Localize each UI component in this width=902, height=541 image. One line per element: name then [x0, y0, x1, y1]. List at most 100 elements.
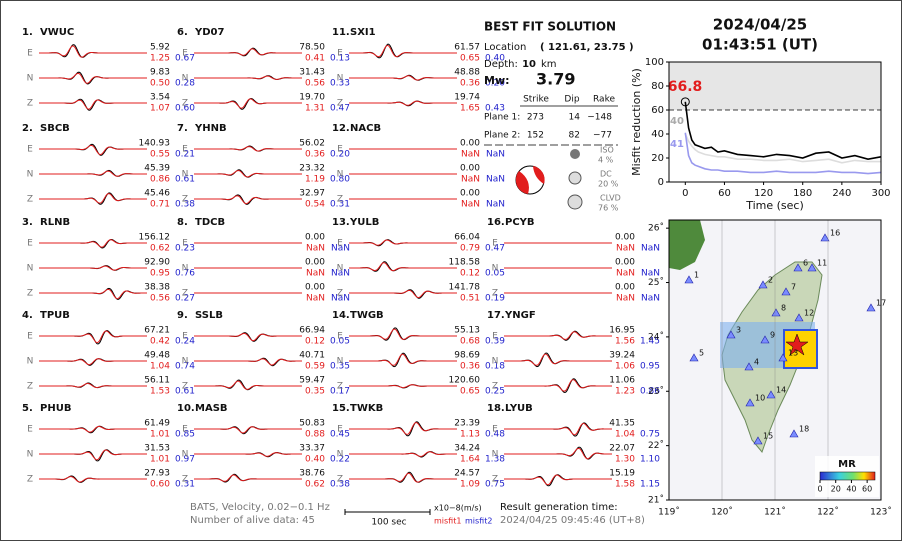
misfit2: 0.61	[175, 387, 195, 397]
plane-label: Plane 2:	[484, 131, 520, 141]
synthetic-waveform	[194, 48, 302, 56]
misfit2: 0.45	[330, 430, 350, 440]
misfit1: 1.19	[305, 175, 325, 185]
component: E	[492, 425, 498, 435]
misfit1: 0.42	[150, 337, 170, 347]
amplitude: 40.71	[299, 351, 325, 361]
station-name: SXI1	[350, 27, 376, 38]
misfit-line	[684, 101, 882, 161]
synthetic-waveform	[349, 289, 457, 298]
station-name: LYUB	[505, 403, 533, 414]
misfit2: 0.67	[175, 54, 195, 64]
iso-icon	[570, 149, 580, 159]
amplitude: 98.69	[454, 351, 480, 361]
amplitude: 67.21	[144, 326, 170, 336]
misfit2: NaN	[486, 200, 505, 210]
location-label: Location	[484, 42, 526, 53]
station-name: NACB	[350, 123, 381, 134]
station-triangle	[789, 429, 799, 438]
synthetic-waveform	[194, 170, 302, 178]
misfit1: 0.88	[305, 430, 325, 440]
component: E	[27, 425, 33, 435]
component: E	[492, 239, 498, 249]
alive-count: Number of alive data: 45	[190, 515, 315, 526]
synthetic-waveform	[39, 358, 147, 366]
amplitude: 23.39	[454, 419, 480, 429]
component: E	[182, 145, 188, 155]
colorbar-title: MR	[838, 459, 856, 470]
misfit1: 0.62	[305, 480, 325, 490]
mt-component: DC	[600, 170, 612, 179]
misfit2: NaN	[641, 294, 660, 304]
misfit2: 0.60	[175, 104, 195, 114]
misfit1: 1.64	[460, 455, 480, 465]
misfit1: 0.35	[305, 387, 325, 397]
amplitude: 141.78	[449, 283, 481, 293]
misfit2: 0.35	[330, 362, 350, 372]
date: 2024/04/25	[713, 16, 807, 34]
component: E	[27, 239, 33, 249]
misfit1: 0.50	[150, 79, 170, 89]
amplitude: 55.13	[454, 326, 480, 336]
station-number: 9.	[177, 310, 188, 321]
station-number: 2.	[22, 123, 33, 134]
component: N	[182, 170, 189, 180]
misfit2: 0.75	[485, 480, 505, 490]
amplitude: 38.38	[144, 283, 170, 293]
plane-value: 82	[569, 131, 580, 141]
station-label: 4	[754, 358, 759, 367]
station-number: 13.	[332, 217, 350, 228]
misfit2: 0.74	[175, 362, 195, 372]
amplitude: 32.97	[299, 189, 325, 199]
component: N	[492, 450, 499, 460]
misfit2: NaN	[486, 175, 505, 185]
misfit2: 0.85	[175, 430, 195, 440]
amplitude: 22.07	[609, 444, 635, 454]
mainland	[669, 220, 705, 270]
plot-frame	[668, 61, 882, 183]
misfit2: 0.20	[485, 79, 505, 89]
amplitude: 3.54	[150, 93, 170, 103]
misfit2: 0.43	[485, 104, 505, 114]
component: N	[182, 357, 189, 367]
synthetic-waveform	[194, 426, 302, 434]
synthetic-waveform	[194, 474, 302, 482]
units: x10−8(m/s)	[434, 504, 482, 513]
component: Z	[182, 475, 188, 485]
amplitude: 0.00	[615, 233, 635, 243]
station-name: SBCB	[40, 123, 70, 134]
misfit1: 0.65	[460, 54, 480, 64]
station-name: VWUC	[40, 27, 74, 38]
misfit2: NaN	[641, 269, 660, 279]
station-name: SSLB	[195, 310, 223, 321]
station-label: 2	[768, 276, 773, 285]
misfit2: 0.17	[330, 387, 350, 397]
synthetic-waveform	[39, 239, 147, 248]
misfit1: NaN	[306, 269, 325, 279]
synthetic-waveform	[39, 288, 147, 300]
synthetic-waveform	[504, 423, 612, 436]
misfit-line	[684, 133, 881, 164]
station-triangle	[753, 436, 763, 445]
plane-label: Plane 1:	[484, 113, 520, 123]
annotation: 40	[670, 116, 684, 127]
synthetic-waveform	[194, 195, 302, 205]
component: N	[182, 450, 189, 460]
misfit1: 0.40	[305, 455, 325, 465]
synthetic-waveform	[349, 384, 457, 389]
synthetic-waveform	[39, 330, 147, 344]
colorbar-label: 0	[817, 485, 822, 494]
misfit2: 0.75	[640, 430, 660, 440]
lat-label: 25˚	[648, 277, 664, 288]
station-triangle	[807, 263, 817, 272]
synthetic-waveform	[349, 45, 457, 58]
time: 01:43:51 (UT)	[702, 36, 818, 54]
component: Z	[182, 99, 188, 109]
annotation: 66.8	[668, 79, 703, 95]
misfit1: 1.01	[150, 455, 170, 465]
misfit1: 0.95	[150, 269, 170, 279]
synthetic-waveform	[39, 476, 147, 483]
synthetic-waveform	[504, 474, 612, 486]
amplitude: 48.88	[454, 68, 480, 78]
beachball-quadrant	[533, 166, 545, 184]
